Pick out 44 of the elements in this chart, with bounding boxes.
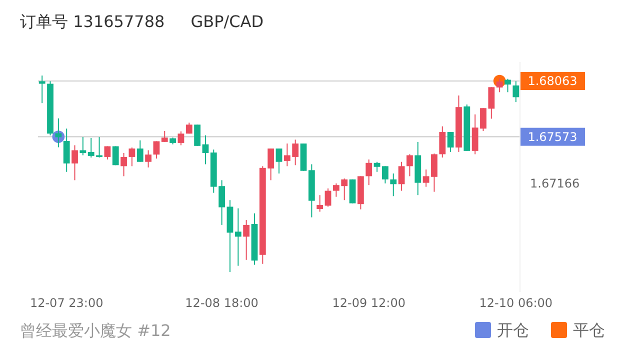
candlestick — [161, 130, 168, 142]
x-tick-label: 12-09 12:00 — [332, 296, 406, 310]
candlestick — [72, 144, 78, 181]
candlestick — [406, 154, 413, 177]
candlestick — [512, 80, 520, 103]
legend-label: 开仓 — [497, 320, 529, 340]
text: 曾经最爱小魔女 #12 — [20, 321, 171, 340]
candlestick — [382, 166, 388, 184]
chart-subtitle: GBP/CAD — [190, 12, 264, 31]
y-tick-label: 1.68063 — [528, 74, 578, 88]
candlestick — [366, 158, 372, 186]
candlestick — [234, 208, 242, 266]
candlestick — [504, 78, 511, 93]
candlestick — [120, 152, 127, 177]
candlestick — [104, 146, 111, 160]
legend-label: 平仓 — [573, 320, 605, 340]
candlestick — [55, 118, 62, 148]
candlestick — [390, 172, 397, 197]
candlestick — [349, 178, 356, 204]
candlestick — [178, 130, 184, 146]
candlestick — [374, 161, 380, 172]
y-tick-label: 1.67166 — [530, 176, 580, 190]
candlestick — [128, 147, 136, 167]
x-tick-label: 12-08 18:00 — [185, 296, 258, 310]
candlestick — [398, 161, 405, 192]
candlestick — [447, 132, 454, 152]
candlestick — [496, 78, 503, 93]
candlestick — [324, 188, 332, 208]
candlestick — [136, 140, 144, 162]
candlestick — [202, 134, 209, 165]
chart-title: 订单号 131657788 — [20, 12, 165, 31]
candlestick — [439, 126, 446, 158]
candlestick — [243, 220, 250, 260]
y-tick-label: 1.67573 — [528, 130, 578, 144]
candlestick — [38, 75, 46, 104]
x-tick-label: 12-10 06:00 — [479, 296, 553, 310]
candlestick — [316, 194, 324, 212]
x-tick-label: 12-07 23:00 — [30, 296, 104, 310]
candlestick — [194, 124, 201, 146]
candlestick — [276, 148, 282, 174]
candlestick — [145, 150, 152, 168]
candlestick — [80, 136, 86, 156]
candlestick — [63, 128, 70, 172]
candlestick — [153, 140, 160, 160]
